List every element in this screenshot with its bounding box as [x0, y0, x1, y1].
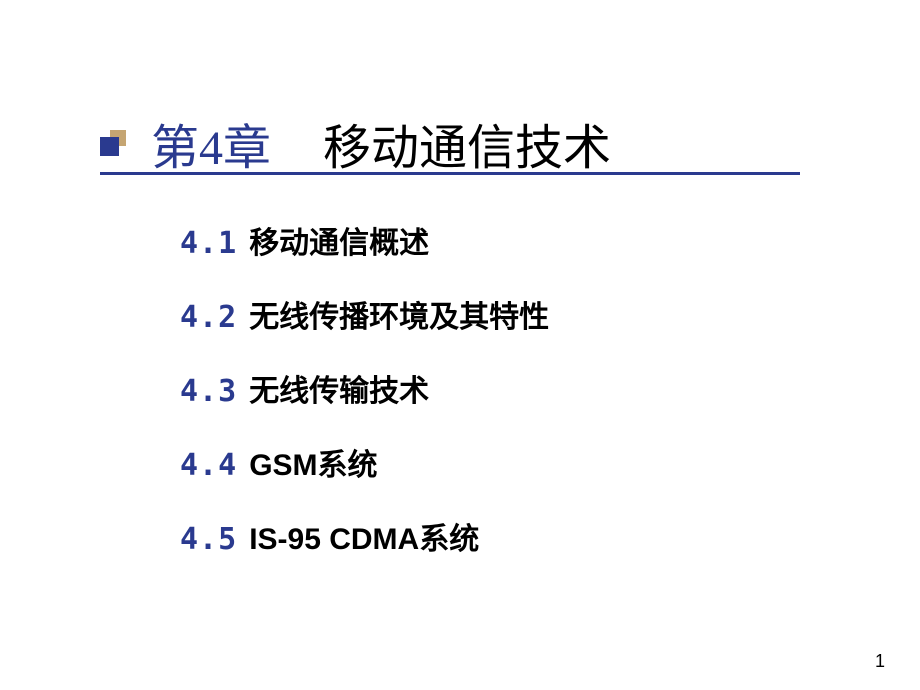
toc-label: GSM系统: [249, 440, 377, 484]
toc-label: 移动通信概述: [249, 218, 429, 262]
toc-label: 无线传输技术: [249, 366, 429, 410]
toc-label: IS-95 CDMA系统: [249, 514, 479, 558]
toc-number: 4.5: [180, 522, 237, 557]
toc-label: 无线传播环境及其特性: [249, 292, 549, 336]
toc-item: 4.4 GSM系统: [180, 440, 549, 484]
table-of-contents: 4.1 移动通信概述 4.2 无线传播环境及其特性 4.3 无线传输技术 4.4…: [180, 218, 549, 588]
toc-number: 4.4: [180, 448, 237, 483]
toc-item: 4.3 无线传输技术: [180, 366, 549, 410]
toc-item: 4.1 移动通信概述: [180, 218, 549, 262]
chapter-title: 移动通信技术: [323, 122, 611, 175]
title-underline: [100, 172, 800, 175]
toc-item: 4.2 无线传播环境及其特性: [180, 292, 549, 336]
toc-item: 4.5 IS-95 CDMA系统: [180, 514, 549, 558]
chapter-number: 第4章: [151, 122, 271, 175]
toc-number: 4.3: [180, 374, 237, 409]
title-bullet-icon: [100, 130, 126, 156]
page-number: 1: [875, 651, 885, 672]
toc-number: 4.2: [180, 300, 237, 335]
slide-title: 第4章 移动通信技术: [100, 108, 611, 178]
title-text: 第4章 移动通信技术: [151, 108, 611, 178]
toc-number: 4.1: [180, 226, 237, 261]
